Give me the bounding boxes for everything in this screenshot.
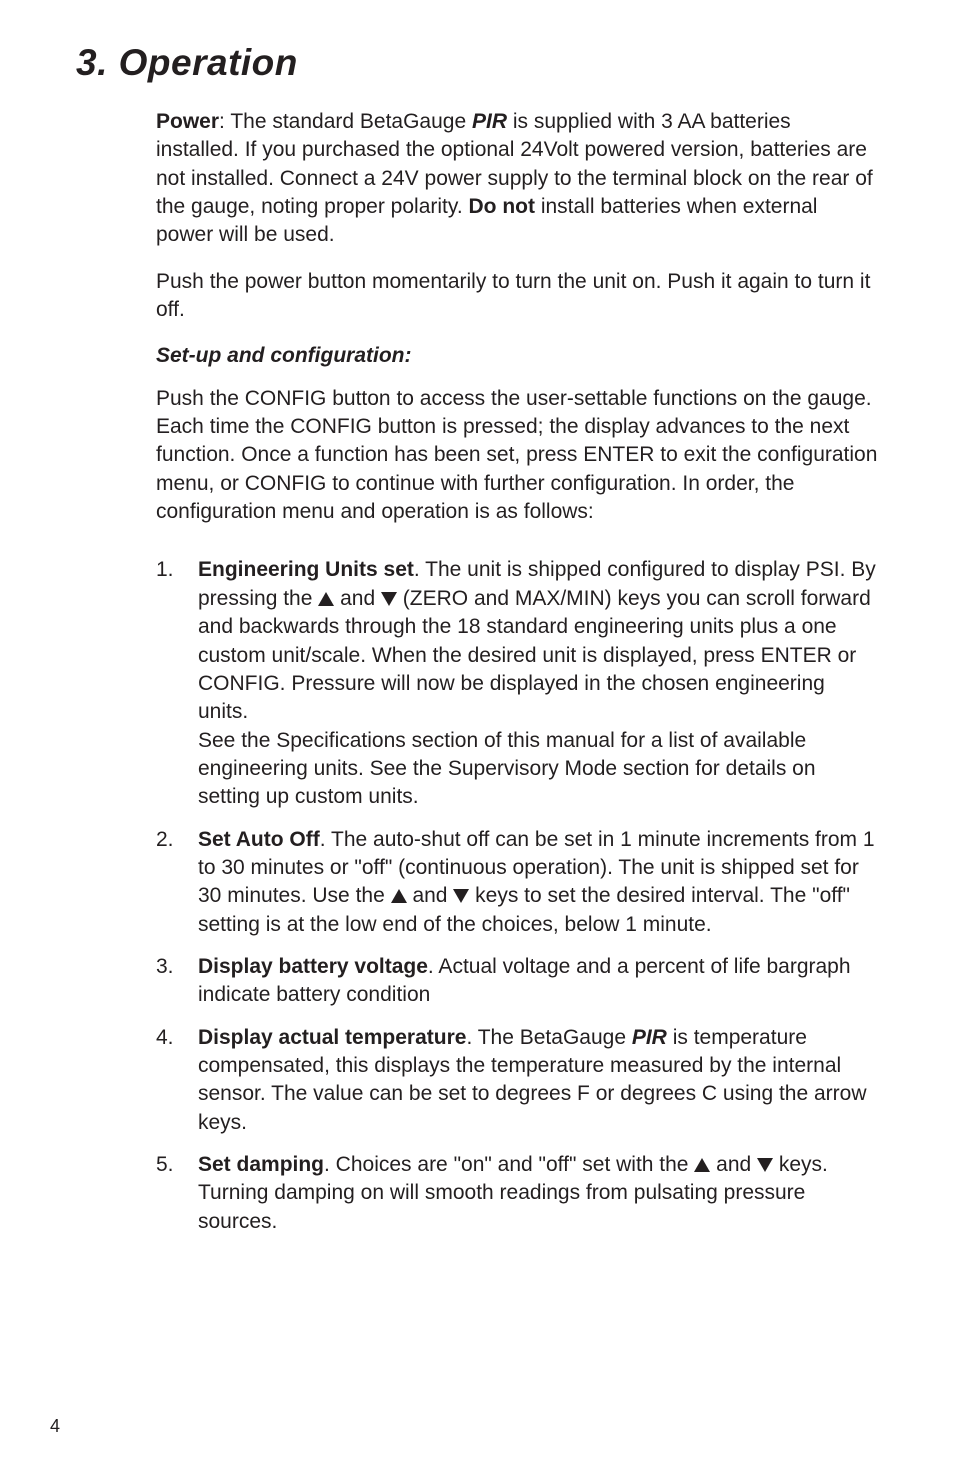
item-title: Set damping xyxy=(198,1153,324,1176)
item-number: 3. xyxy=(156,953,198,1010)
item-extra: See the Specifications section of this m… xyxy=(198,727,878,812)
item-pir: PIR xyxy=(632,1026,667,1049)
item-number: 4. xyxy=(156,1024,198,1137)
list-item: 2. Set Auto Off. The auto-shut off can b… xyxy=(156,826,878,939)
section-title: 3. Operation xyxy=(76,42,878,84)
donot-label: Do not xyxy=(469,195,535,218)
page-number: 4 xyxy=(50,1416,60,1437)
setup-heading: Set-up and configuration: xyxy=(156,342,878,370)
item-body: Display actual temperature. The BetaGaug… xyxy=(198,1024,878,1137)
item-title: Display battery voltage xyxy=(198,955,428,978)
item-body: Set damping. Choices are "on" and "off" … xyxy=(198,1151,878,1236)
down-arrow-icon xyxy=(453,889,469,903)
item-number: 2. xyxy=(156,826,198,939)
item-title: Display actual temperature xyxy=(198,1026,466,1049)
up-arrow-icon xyxy=(318,592,334,606)
item-text: and xyxy=(710,1153,757,1176)
item-text: . The BetaGauge xyxy=(466,1026,631,1049)
item-number: 5. xyxy=(156,1151,198,1236)
config-list: 1. Engineering Units set. The unit is sh… xyxy=(156,556,878,1236)
up-arrow-icon xyxy=(391,889,407,903)
item-text: . Choices are "on" and "off" set with th… xyxy=(324,1153,694,1176)
power-text-1: : The standard BetaGauge xyxy=(219,110,472,133)
power-paragraph: Power: The standard BetaGauge PIR is sup… xyxy=(156,108,878,250)
power-pir: PIR xyxy=(472,110,507,133)
list-item: 1. Engineering Units set. The unit is sh… xyxy=(156,556,878,811)
page: 3. Operation Power: The standard BetaGau… xyxy=(0,0,954,1475)
power-label: Power xyxy=(156,110,219,133)
item-text: and xyxy=(407,884,454,907)
list-item: 4. Display actual temperature. The BetaG… xyxy=(156,1024,878,1137)
down-arrow-icon xyxy=(381,592,397,606)
up-arrow-icon xyxy=(694,1158,710,1172)
down-arrow-icon xyxy=(757,1158,773,1172)
push-paragraph: Push the power button momentarily to tur… xyxy=(156,268,878,325)
setup-paragraph: Push the CONFIG button to access the use… xyxy=(156,385,878,527)
item-body: Set Auto Off. The auto-shut off can be s… xyxy=(198,826,878,939)
list-item: 5. Set damping. Choices are "on" and "of… xyxy=(156,1151,878,1236)
item-number: 1. xyxy=(156,556,198,811)
item-title: Set Auto Off xyxy=(198,828,320,851)
item-body: Display battery voltage. Actual voltage … xyxy=(198,953,878,1010)
item-body: Engineering Units set. The unit is shipp… xyxy=(198,556,878,811)
list-item: 3. Display battery voltage. Actual volta… xyxy=(156,953,878,1010)
item-text: and xyxy=(334,587,381,610)
item-title: Engineering Units set xyxy=(198,558,414,581)
body-block: Power: The standard BetaGauge PIR is sup… xyxy=(156,108,878,1236)
